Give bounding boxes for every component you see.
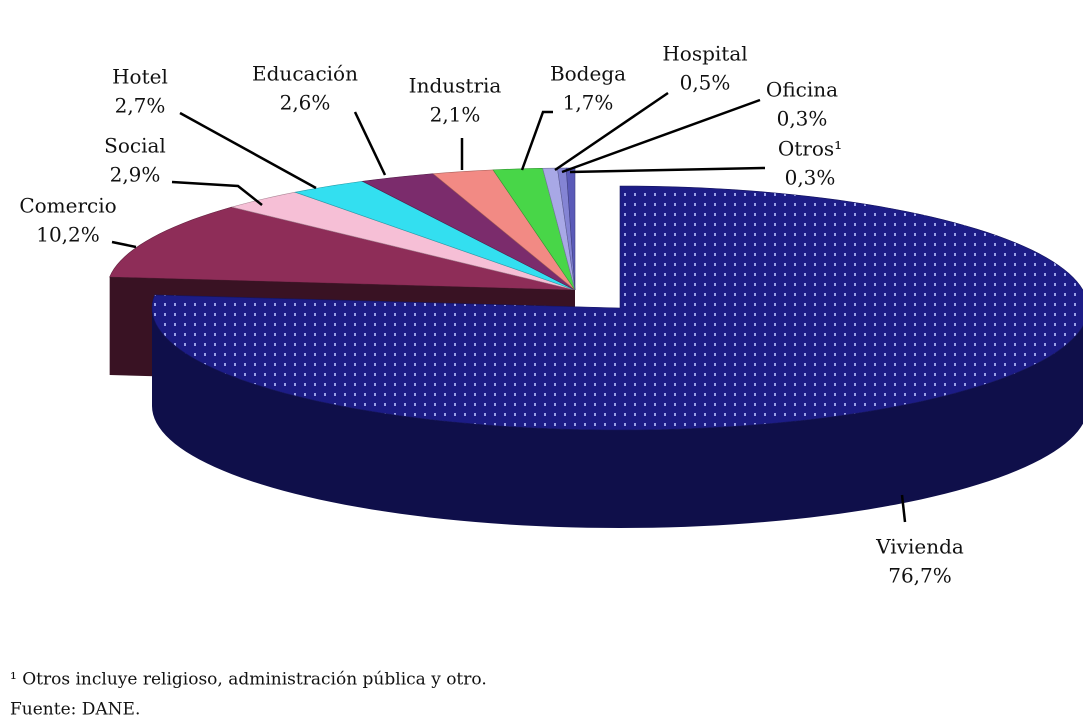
- leader-line: [554, 91, 669, 172]
- value-label: 10,2%: [36, 223, 100, 247]
- category-label: Social: [104, 134, 166, 158]
- slice-side: [152, 308, 1083, 528]
- category-label: Comercio: [19, 194, 116, 218]
- value-label: 0,3%: [777, 107, 828, 131]
- leader-line: [520, 110, 553, 171]
- category-label: Hospital: [662, 42, 747, 66]
- category-label: Industria: [409, 74, 502, 98]
- value-label: 2,7%: [115, 94, 166, 118]
- leader-line: [353, 111, 387, 176]
- source: Fuente: DANE.: [10, 700, 140, 720]
- pie: [109, 167, 1083, 528]
- slice: [294, 180, 576, 291]
- leader-line: [111, 240, 137, 249]
- category-label: Otros¹: [778, 137, 842, 161]
- slice: [151, 185, 1083, 431]
- category-label: Educación: [252, 62, 358, 86]
- footnote: ¹ Otros incluye religioso, administració…: [10, 670, 487, 690]
- value-label: 2,1%: [430, 103, 481, 127]
- category-label: Bodega: [550, 62, 626, 86]
- slice: [109, 206, 576, 291]
- category-label: Vivienda: [875, 535, 964, 559]
- category-label: Hotel: [112, 65, 168, 89]
- slice: [361, 173, 576, 291]
- value-label: 0,5%: [680, 71, 731, 95]
- category-label: Oficina: [766, 78, 838, 102]
- value-label: 76,7%: [888, 564, 952, 588]
- value-label: 1,7%: [563, 91, 614, 115]
- leader-line: [900, 494, 907, 523]
- value-label: 2,6%: [280, 91, 331, 115]
- leader-line: [179, 111, 317, 190]
- leader-line: [171, 180, 263, 206]
- labels: Vivienda 76,7% Comercio 10,2% Social 2,9% Hote…: [19, 42, 964, 588]
- leader-line: [561, 98, 761, 174]
- value-label: 0,3%: [785, 166, 836, 190]
- value-label: 2,9%: [110, 163, 161, 187]
- leader-line: [569, 166, 766, 174]
- slice: [231, 191, 576, 291]
